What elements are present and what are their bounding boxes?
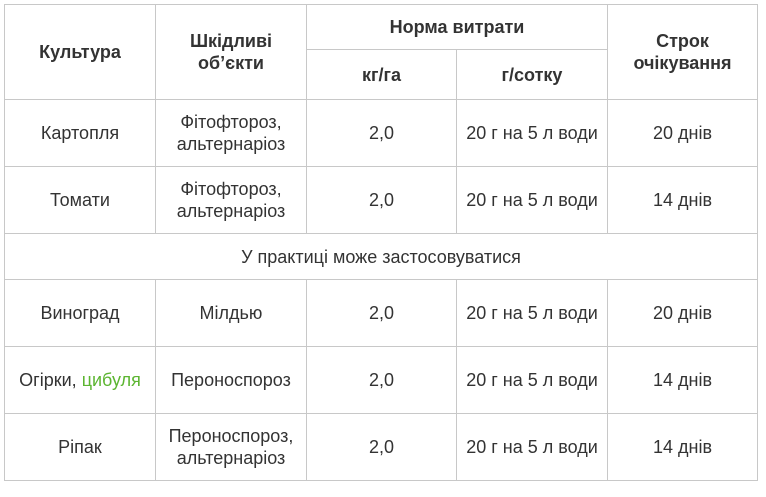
note-row: У практиці може застосовуватися	[4, 233, 758, 280]
header-term: Строк очікування	[607, 4, 758, 100]
cell-rate-kg: 2,0	[306, 346, 457, 414]
header-row: Культура Шкідливі об’єкти Норма витрати …	[4, 4, 758, 100]
cell-term: 14 днів	[607, 346, 758, 414]
table-row: Ріпак Пероноспороз, альтернаріоз 2,0 20 …	[4, 413, 758, 481]
cell-rate-kg: 2,0	[306, 166, 457, 234]
header-subrow: кг/га г/сотку	[5, 49, 758, 100]
cell-pests: Пероноспороз, альтернаріоз	[155, 413, 307, 481]
header-pests: Шкідливі об’єкти	[155, 4, 307, 100]
cell-culture: Томати	[4, 166, 156, 234]
treatment-table: Культура Шкідливі об’єкти Норма витрати …	[4, 4, 758, 481]
culture-link-onion[interactable]: цибуля	[81, 370, 141, 390]
header-culture: Культура	[4, 4, 156, 100]
header-rate-kg: кг/га	[306, 49, 457, 100]
cell-culture: Виноград	[4, 279, 156, 347]
cell-pests: Фітофтороз, альтернаріоз	[155, 99, 307, 167]
table-row: Томати Фітофтороз, альтернаріоз 2,0 20 г…	[4, 166, 758, 234]
cell-term: 14 днів	[607, 166, 758, 234]
cell-rate-kg: 2,0	[306, 413, 457, 481]
header-rate-g: г/сотку	[456, 49, 608, 100]
cell-rate-g: 20 г на 5 л води	[456, 413, 608, 481]
cell-rate-g: 20 г на 5 л води	[456, 166, 608, 234]
cell-pests: Пероноспороз	[155, 346, 307, 414]
cell-rate-g: 20 г на 5 л води	[456, 346, 608, 414]
culture-prefix: Огірки,	[19, 370, 82, 390]
table-row: Картопля Фітофтороз, альтернаріоз 2,0 20…	[4, 99, 758, 167]
table-row: Огірки, цибуля Пероноспороз 2,0 20 г на …	[4, 346, 758, 414]
cell-culture: Картопля	[4, 99, 156, 167]
note-text: У практиці може застосовуватися	[4, 233, 758, 280]
cell-term: 14 днів	[607, 413, 758, 481]
cell-culture: Огірки, цибуля	[4, 346, 156, 414]
cell-pests: Мілдью	[155, 279, 307, 347]
table-row: Виноград Мілдью 2,0 20 г на 5 л води 20 …	[4, 279, 758, 347]
cell-pests: Фітофтороз, альтернаріоз	[155, 166, 307, 234]
cell-rate-kg: 2,0	[306, 279, 457, 347]
header-rate: Норма витрати	[306, 4, 608, 50]
cell-rate-g: 20 г на 5 л води	[456, 99, 608, 167]
cell-rate-kg: 2,0	[306, 99, 457, 167]
cell-term: 20 днів	[607, 99, 758, 167]
cell-rate-g: 20 г на 5 л води	[456, 279, 608, 347]
cell-culture: Ріпак	[4, 413, 156, 481]
cell-term: 20 днів	[607, 279, 758, 347]
